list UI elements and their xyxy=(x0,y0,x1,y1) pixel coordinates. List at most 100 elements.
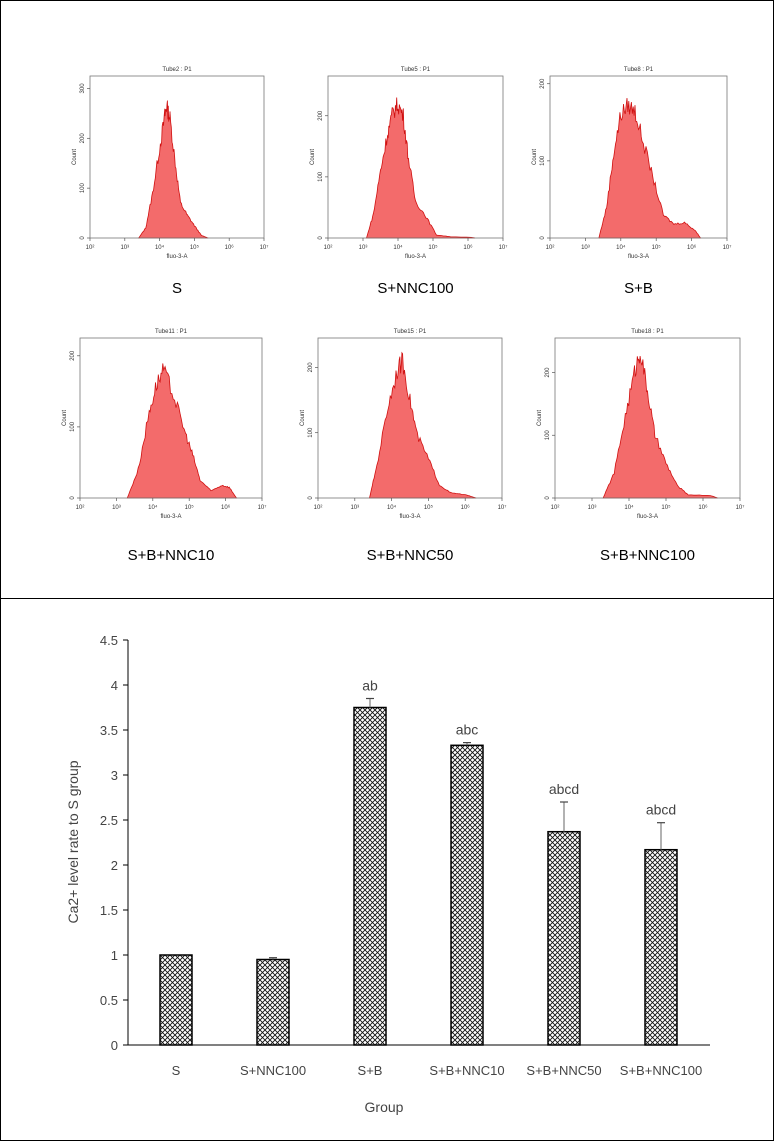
y-tick-label: 0 xyxy=(545,496,551,500)
x-tick-label: 10³ xyxy=(359,245,368,251)
y-tick-label: 200 xyxy=(540,78,546,89)
x-tick-label: 10² xyxy=(86,245,95,251)
x-tick-label: 10⁶ xyxy=(461,504,471,511)
x-axis-label: fluo-3-A xyxy=(637,514,658,520)
y-tick-label: 0 xyxy=(80,236,86,240)
x-tick-label: 10⁵ xyxy=(190,244,200,251)
histogram-grid: Tube2 : P1 10² 10³ 10⁴ 10⁵ 10⁶ 10⁷ fluo-3-A 0 100… xyxy=(62,67,744,564)
x-tick-label: 10⁶ xyxy=(687,244,697,251)
y-tick-label: 3.5 xyxy=(100,723,118,738)
histogram-4: Tube11 : P1 10² 10³ 10⁴ 10⁵ 10⁶ 10⁷ fluo-3-A 0 10… xyxy=(62,329,266,564)
y-tick-label: 0 xyxy=(540,236,546,240)
y-axis-label: Count xyxy=(62,410,68,426)
bar-panel-border xyxy=(0,598,774,1141)
plot-frame xyxy=(317,337,503,499)
bar-S+B+NNC10 xyxy=(450,744,484,1046)
y-tick-label: 1.5 xyxy=(100,903,118,918)
histogram-5: Tube15 : P1 10² 10³ 10⁴ 10⁵ 10⁶ 10⁷ fluo-3-A 0 10… xyxy=(300,329,506,564)
x-tick-label: 10⁵ xyxy=(428,244,438,251)
x-axis-label: fluo-3-A xyxy=(160,514,181,520)
x-tick-label: 10⁷ xyxy=(499,244,508,251)
x-tick-label: 10⁷ xyxy=(258,504,267,511)
significance-label: abcd xyxy=(549,781,579,797)
histogram-3: Tube8 : P1 10² 10³ 10⁴ 10⁵ 10⁶ 10⁷ fluo-3-A 0 100… xyxy=(532,67,731,297)
bar-S+B xyxy=(353,706,387,1046)
x-tick-label: 10⁵ xyxy=(424,504,434,511)
y-tick-label: 200 xyxy=(545,367,551,378)
y-tick-label: 1 xyxy=(111,948,118,963)
x-tick-label: 10² xyxy=(314,505,323,511)
x-tick-label: 10⁷ xyxy=(736,504,745,511)
x-tick-label: 10⁷ xyxy=(498,504,507,511)
y-tick-label: 100 xyxy=(70,421,76,432)
y-tick-label: 2.5 xyxy=(100,813,118,828)
x-tick-label: 10⁶ xyxy=(698,504,708,511)
x-tick-label: 10⁴ xyxy=(624,504,634,511)
x-tick-label: S+B+NNC100 xyxy=(620,1063,702,1078)
x-tick-label: S+B+NNC10 xyxy=(429,1063,504,1078)
histogram-area xyxy=(137,100,209,239)
plot-frame xyxy=(549,75,728,239)
significance-label: abcd xyxy=(646,802,676,818)
y-tick-label: 2 xyxy=(111,858,118,873)
y-tick-label: 3 xyxy=(111,768,118,783)
bar-S xyxy=(159,954,193,1046)
x-tick-label: 10⁴ xyxy=(616,244,626,251)
histogram-6: Tube18 : P1 10² 10³ 10⁴ 10⁵ 10⁶ 10⁷ fluo-3-A 0 10… xyxy=(537,329,744,564)
histogram-caption: S+NNC100 xyxy=(377,280,453,297)
x-axis-label: fluo-3-A xyxy=(166,254,187,260)
y-tick-label: 100 xyxy=(540,155,546,166)
x-tick-label: 10² xyxy=(546,245,555,251)
x-tick-label: 10³ xyxy=(120,245,129,251)
x-tick-label: 10² xyxy=(551,505,560,511)
x-axis-label: fluo-3-A xyxy=(399,514,420,520)
plot-frame xyxy=(554,337,741,499)
x-tick-label: 10⁴ xyxy=(155,244,165,251)
histogram-1: Tube2 : P1 10² 10³ 10⁴ 10⁵ 10⁶ 10⁷ fluo-3-A 0 100… xyxy=(72,67,268,297)
histogram-caption: S+B+NNC100 xyxy=(600,547,695,564)
y-tick-label: 0 xyxy=(70,496,76,500)
plot-frame xyxy=(327,75,504,239)
y-tick-label: 200 xyxy=(308,362,314,373)
y-tick-label: 300 xyxy=(80,83,86,94)
bar-S+B+NNC100 xyxy=(644,848,678,1046)
histogram-caption: S+B xyxy=(624,280,653,297)
y-axis-label: Count xyxy=(532,149,538,165)
y-tick-label: 0 xyxy=(111,1038,118,1053)
x-tick-label: 10⁴ xyxy=(387,504,397,511)
y-tick-label: 4.5 xyxy=(100,633,118,648)
x-tick-label: S+NNC100 xyxy=(240,1063,306,1078)
y-tick-label: 100 xyxy=(545,430,551,441)
y-tick-label: 200 xyxy=(80,133,86,144)
x-tick-label: 10² xyxy=(324,245,333,251)
bar-S+B+NNC50 xyxy=(547,830,581,1046)
x-tick-label: 10⁶ xyxy=(221,504,231,511)
bar-S+NNC100 xyxy=(256,958,290,1046)
x-tick-label: 10⁷ xyxy=(260,244,269,251)
histogram-area xyxy=(598,98,702,239)
y-tick-label: 0 xyxy=(308,496,314,500)
histogram-title: Tube18 : P1 xyxy=(631,329,664,335)
histogram-title: Tube15 : P1 xyxy=(394,329,427,335)
histogram-title: Tube11 : P1 xyxy=(155,329,188,335)
y-tick-label: 200 xyxy=(70,350,76,361)
histogram-area xyxy=(365,97,476,239)
y-tick-label: 100 xyxy=(80,182,86,193)
x-tick-label: 10⁴ xyxy=(393,244,403,251)
x-tick-label: 10⁴ xyxy=(148,504,158,511)
x-axis-label: fluo-3-A xyxy=(628,254,649,260)
x-tick-label: 10⁷ xyxy=(723,244,732,251)
x-axis-label: fluo-3-A xyxy=(405,254,426,260)
significance-label: abc xyxy=(456,722,479,738)
histogram-area xyxy=(126,363,238,499)
y-tick-label: 4 xyxy=(111,678,118,693)
x-tick-label: 10³ xyxy=(581,245,590,251)
x-tick-label: S+B xyxy=(358,1063,383,1078)
y-axis-label: Ca2+ level rate to S group xyxy=(65,760,81,923)
histogram-2: Tube5 : P1 10² 10³ 10⁴ 10⁵ 10⁶ 10⁷ fluo-3-A 0 100… xyxy=(310,67,507,297)
x-tick-label: 10³ xyxy=(588,505,597,511)
plot-frame xyxy=(79,337,263,499)
histogram-caption: S xyxy=(172,280,182,297)
x-axis-label: Group xyxy=(365,1099,404,1115)
